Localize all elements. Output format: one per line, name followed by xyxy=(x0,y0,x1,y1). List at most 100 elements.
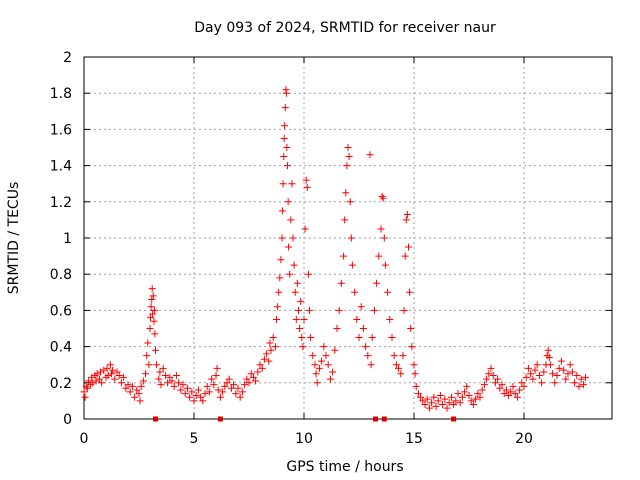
data-point xyxy=(267,346,275,354)
data-point xyxy=(157,381,165,389)
data-point xyxy=(524,364,532,372)
data-point xyxy=(535,372,543,380)
data-point xyxy=(403,210,411,218)
data-point xyxy=(456,399,464,407)
data-point xyxy=(428,399,436,407)
data-point xyxy=(278,207,286,215)
data-point xyxy=(399,352,407,360)
data-point xyxy=(230,381,238,389)
data-point xyxy=(509,382,517,390)
data-point xyxy=(560,366,568,374)
data-point xyxy=(236,393,244,401)
data-gap-marker xyxy=(381,416,387,422)
data-point xyxy=(575,382,583,390)
data-point xyxy=(275,288,283,296)
data-point xyxy=(546,361,554,369)
data-point xyxy=(271,343,279,351)
data-point xyxy=(359,325,367,332)
data-point xyxy=(564,370,572,378)
data-point xyxy=(463,382,471,390)
data-point xyxy=(186,393,194,401)
data-point xyxy=(342,189,350,197)
data-point xyxy=(412,382,420,390)
x-tick-label: 20 xyxy=(515,431,533,447)
y-tick-label: 1 xyxy=(63,231,72,247)
data-point xyxy=(266,339,274,347)
data-point xyxy=(406,288,414,296)
data-point xyxy=(411,370,419,378)
data-point xyxy=(245,379,253,387)
data-point xyxy=(126,388,134,396)
data-point xyxy=(135,390,143,398)
data-point xyxy=(326,375,334,383)
data-point xyxy=(335,306,343,314)
data-point xyxy=(579,381,587,389)
data-point xyxy=(397,370,405,378)
data-point xyxy=(128,382,136,390)
data-point xyxy=(511,390,519,398)
data-point xyxy=(425,404,433,412)
data-point xyxy=(331,346,339,354)
data-point xyxy=(142,370,150,378)
data-point xyxy=(152,346,159,354)
data-point xyxy=(223,379,231,387)
data-point xyxy=(304,270,312,278)
data-point xyxy=(241,381,249,389)
data-point xyxy=(337,279,345,287)
data-point xyxy=(221,382,229,390)
data-point xyxy=(205,388,213,396)
x-tick-label: 5 xyxy=(190,431,199,447)
data-point xyxy=(97,368,104,376)
data-point xyxy=(243,375,251,383)
data-point xyxy=(407,325,415,332)
data-point xyxy=(147,303,155,311)
data-point xyxy=(443,404,451,412)
data-point xyxy=(320,343,328,351)
data-point xyxy=(410,361,418,369)
data-point xyxy=(280,153,288,161)
data-point xyxy=(555,364,563,372)
data-point xyxy=(276,274,284,282)
data-point xyxy=(283,144,291,151)
data-point xyxy=(109,366,117,374)
data-point xyxy=(367,361,375,369)
data-point xyxy=(278,234,286,242)
data-point xyxy=(249,373,257,381)
data-point xyxy=(277,256,285,264)
data-point xyxy=(288,180,296,188)
data-point xyxy=(265,357,273,365)
data-point xyxy=(340,252,348,260)
data-point xyxy=(533,361,541,369)
data-point xyxy=(476,393,484,401)
data-point xyxy=(83,384,91,392)
data-point xyxy=(386,315,394,323)
data-point xyxy=(203,382,211,390)
data-point xyxy=(545,353,553,361)
data-point xyxy=(286,270,294,278)
data-point xyxy=(161,372,169,380)
data-point xyxy=(450,401,458,409)
data-point xyxy=(146,314,154,322)
data-point xyxy=(194,386,202,394)
data-point xyxy=(364,352,372,360)
data-point xyxy=(164,379,172,387)
data-point xyxy=(432,402,440,410)
data-point xyxy=(122,384,130,392)
data-point xyxy=(390,352,398,360)
data-point xyxy=(417,393,425,401)
data-point xyxy=(401,252,409,260)
data-point xyxy=(144,339,152,347)
data-gap-marker xyxy=(373,416,378,422)
data-point xyxy=(309,352,317,360)
data-point xyxy=(454,390,462,398)
data-point xyxy=(93,370,101,378)
y-tick-label: 0 xyxy=(63,412,72,428)
data-point xyxy=(150,317,158,325)
data-point xyxy=(489,372,497,380)
data-point xyxy=(557,357,565,365)
data-point xyxy=(190,397,198,405)
data-gap-marker xyxy=(153,416,158,422)
data-point xyxy=(285,243,293,251)
data-point xyxy=(373,279,381,287)
data-point xyxy=(312,370,320,378)
